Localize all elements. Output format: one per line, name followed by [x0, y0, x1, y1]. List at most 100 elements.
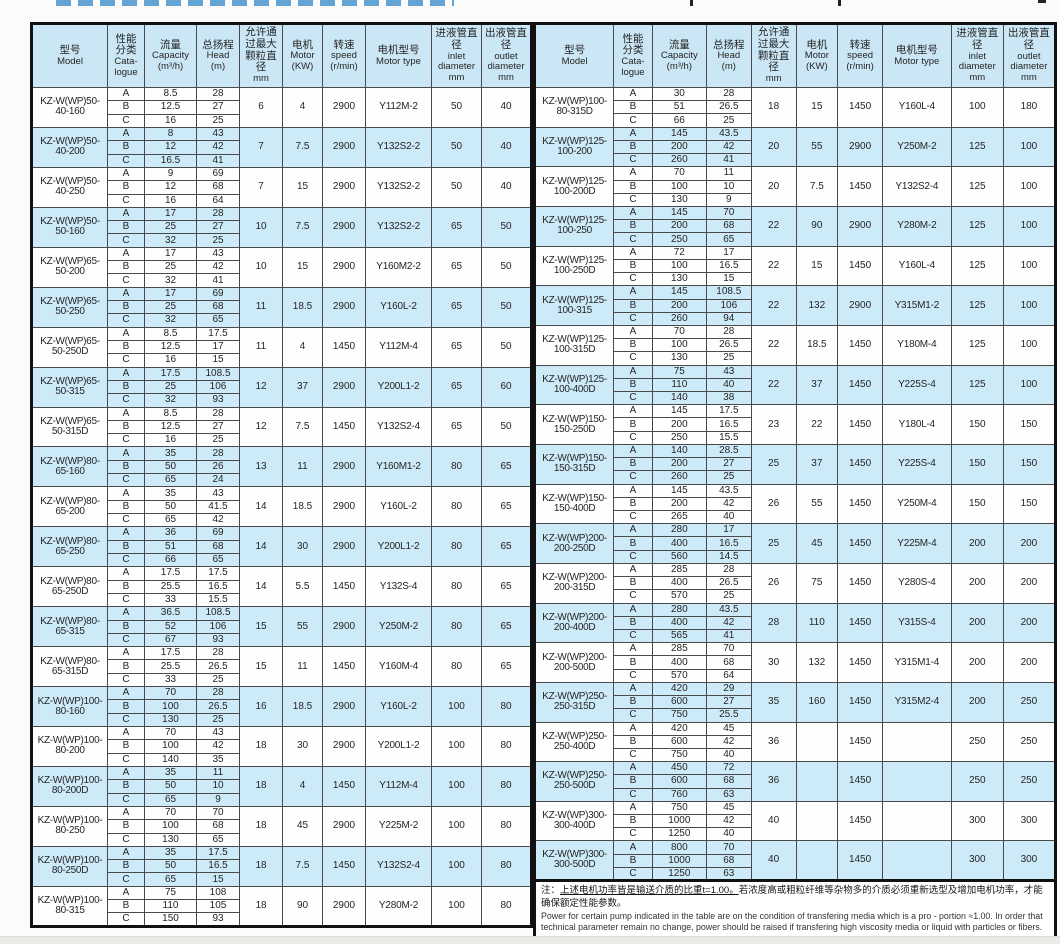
speed-cell: 1450	[837, 800, 883, 842]
inlet-diameter-cell: 200	[950, 523, 1004, 564]
col-header-unit: (m)	[721, 60, 736, 72]
head-cell: 26.5	[705, 338, 752, 353]
grade-cell: C	[613, 470, 653, 485]
capacity-cell: 265	[651, 509, 707, 525]
speed-cell: 1450	[837, 602, 883, 644]
particle-cell: 22	[750, 324, 797, 366]
table-row: B 25 68	[32, 299, 532, 315]
inlet-diameter-cell: 200	[950, 681, 1004, 723]
grade-cell: A	[613, 205, 653, 221]
table-row: KZ-W(WP)150- 150-315D A 140 28.5 25 37 1450 Y22…	[533, 443, 1057, 485]
capacity-cell: 12	[144, 140, 197, 155]
head-cell: 41.5	[196, 499, 240, 515]
motor-type-cell: Y225S-4	[881, 443, 952, 485]
table-row: KZ-W(WP)125- 100-250 A 145 70 22 90 2900 Y280M-…	[533, 205, 1057, 247]
particle-cell: 18	[239, 765, 283, 807]
grade-cell: C	[107, 592, 145, 608]
capacity-cell: 12.5	[144, 339, 197, 355]
capacity-cell: 100	[651, 258, 707, 274]
capacity-cell: 35	[144, 486, 197, 501]
capacity-cell: 35	[144, 446, 197, 461]
motor-power-cell: 4	[282, 87, 323, 128]
grade-cell: B	[613, 139, 653, 155]
motor-power-cell: 132	[795, 285, 839, 326]
head-cell: 70	[705, 205, 752, 221]
table-row: KZ-W(WP)65- 50-200 A 17 43 10 15 2900 Y160M2-2 6…	[31, 246, 532, 288]
grade-cell: B	[613, 695, 653, 710]
pump-spec-table-right: 型号 Model 性能 分类 Cata- logue 流量 Capacity (m³/h) 总…	[533, 22, 1057, 883]
table-row: C 750 25.5	[535, 708, 1056, 723]
speed-cell: 2900	[322, 446, 366, 488]
note-text-chinese: 注：上述电机功率皆是输送介质的比重t=1.00。若浓度高或粗粒纤维等杂物多的介质…	[541, 885, 1049, 911]
inlet-diameter-cell: 65	[431, 246, 482, 288]
table-row: KZ-W(WP)65- 50-250 A 17 69 11 18.5 2900 Y160L-2…	[31, 286, 532, 328]
inlet-diameter-cell: 125	[950, 205, 1004, 247]
model-cell: KZ-W(WP)50- 40-250	[31, 166, 108, 208]
motor-type-cell: Y315M2-4	[881, 681, 952, 723]
capacity-cell: 65	[144, 792, 197, 807]
cropped-title-strip	[56, 0, 454, 6]
inlet-diameter-cell: 150	[950, 404, 1004, 445]
motor-power-cell: 11	[282, 646, 323, 688]
table-row: KZ-W(WP)100- 80-200D A 35 11 18 4 1450 Y112M-4 1…	[31, 765, 532, 807]
col-header-unit: mm	[1021, 72, 1037, 84]
particle-cell: 18	[239, 845, 283, 887]
capacity-cell: 260	[651, 311, 707, 326]
model-cell: KZ-W(WP)50- 50-160	[31, 206, 108, 248]
speed-cell: 1450	[837, 404, 883, 445]
head-cell: 65	[196, 832, 240, 847]
note-text-english: Power for certain pump indicated in the …	[541, 910, 1043, 933]
capacity-cell: 140	[651, 443, 707, 459]
particle-cell: 28	[750, 602, 797, 644]
head-cell: 70	[196, 805, 240, 821]
speed-cell: 1450	[837, 87, 883, 128]
col-header-particle: 允许通 过最大 颗粒直 径 mm	[239, 23, 283, 88]
outlet-diameter-cell: 80	[481, 845, 532, 887]
inlet-diameter-cell: 65	[431, 366, 482, 408]
head-cell: 27	[196, 419, 240, 435]
head-cell: 106	[196, 379, 240, 395]
table-row: KZ-W(WP)150- 150-400D A 145 43.5 26 55 1450 Y25…	[533, 483, 1057, 525]
grade-cell: B	[107, 899, 145, 914]
capacity-cell: 145	[651, 126, 707, 141]
grade-cell: B	[107, 220, 145, 235]
col-header-en: Head	[206, 50, 230, 62]
grade-cell: C	[107, 273, 145, 288]
grade-cell: B	[613, 179, 653, 194]
grade-cell: C	[613, 747, 653, 763]
grade-cell: A	[613, 681, 653, 697]
col-header-zh: 出液管直 径	[1007, 27, 1050, 52]
motor-power-cell: 15	[795, 87, 839, 128]
capacity-cell: 17.5	[144, 366, 197, 381]
head-cell: 106	[705, 298, 752, 313]
col-header-zh: 型号	[59, 43, 81, 56]
table-row: KZ-W(WP)125- 100-200D A 70 11 20 7.5 1450 Y132S…	[533, 166, 1057, 207]
table-row: B 25 106	[32, 379, 532, 395]
particle-cell: 12	[239, 406, 283, 448]
table-row: B 200 16.5	[535, 417, 1056, 432]
table-row: KZ-W(WP)50- 50-160 A 17 28 10 7.5 2900 Y132S2-2…	[31, 206, 532, 248]
particle-cell: 12	[239, 366, 283, 408]
particle-cell: 30	[750, 642, 797, 683]
head-cell: 43.5	[705, 602, 752, 617]
head-cell: 17	[705, 245, 752, 260]
outlet-diameter-cell: 65	[481, 486, 532, 528]
col-header-model: 型号 Model	[31, 23, 108, 88]
grade-cell: B	[107, 539, 145, 554]
head-cell: 93	[196, 912, 240, 927]
head-cell: 25.5	[705, 708, 752, 723]
table-row: C 16 64	[32, 193, 532, 208]
grade-cell: C	[107, 672, 145, 688]
head-cell: 68	[705, 219, 752, 234]
grade-cell: C	[107, 792, 145, 807]
capacity-cell: 200	[651, 496, 707, 512]
motor-power-cell	[795, 761, 839, 802]
motor-type-cell: Y160L-2	[365, 286, 432, 328]
page-crop-mark	[690, 0, 693, 6]
capacity-cell: 70	[144, 725, 197, 741]
col-header-zh: 性能 分类	[115, 32, 137, 57]
model-cell: KZ-W(WP)80- 65-250	[31, 526, 108, 568]
particle-cell: 40	[750, 840, 797, 882]
capacity-cell: 285	[651, 562, 707, 578]
col-header-motor_type: 电机型号 Motor type	[881, 23, 952, 88]
